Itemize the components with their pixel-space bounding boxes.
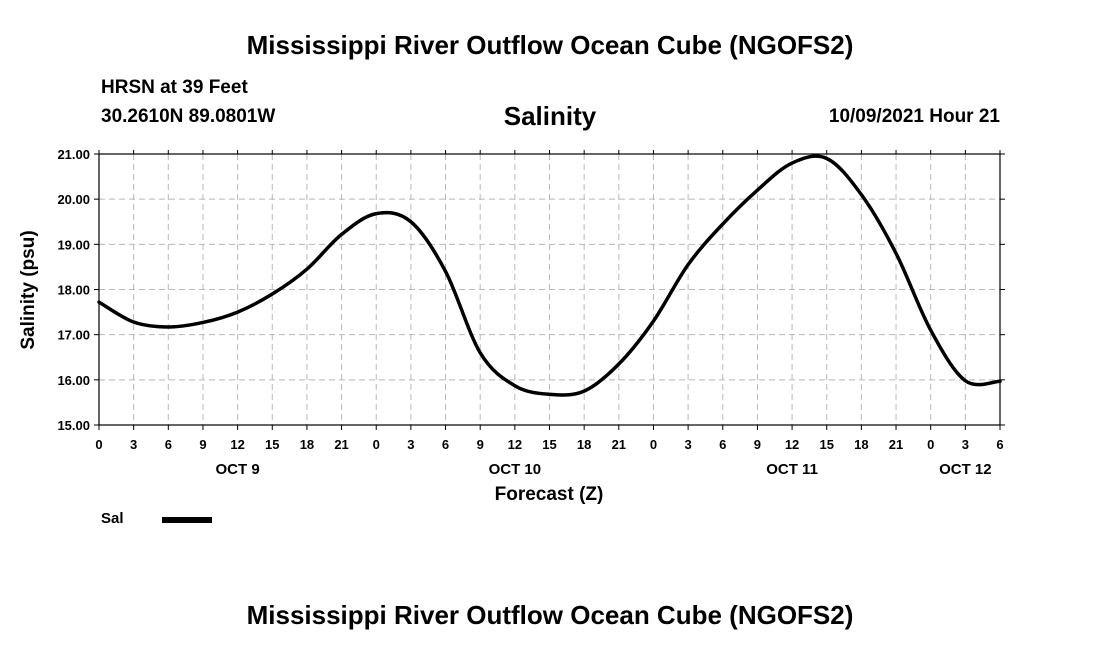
station-coordinates: 30.2610N 89.0801W — [101, 106, 276, 127]
chart-main-title: Mississippi River Outflow Ocean Cube (NG… — [246, 30, 854, 60]
x-tick-label: 21 — [612, 437, 626, 452]
x-tick-label: 3 — [407, 437, 414, 452]
tick-labels: 15.00 16.00 17.00 18.00 19.00 20.00 21.00 0 3 6 9 1… — [57, 147, 1003, 478]
x-tick-label: 3 — [962, 437, 969, 452]
chart-axes — [94, 150, 1005, 430]
x-tick-label: 6 — [719, 437, 726, 452]
y-tick-label: 21.00 — [57, 147, 90, 162]
x-tick-label: 0 — [373, 437, 380, 452]
y-tick-label: 16.00 — [57, 373, 90, 388]
y-tick-label: 15.00 — [57, 418, 90, 433]
y-tick-label: 19.00 — [57, 237, 90, 252]
x-tick-label: 15 — [265, 437, 279, 452]
x-tick-label: 21 — [334, 437, 348, 452]
x-tick-label: 0 — [927, 437, 934, 452]
x-tick-label: 21 — [889, 437, 903, 452]
y-tick-label: 18.00 — [57, 283, 90, 298]
x-tick-label: 6 — [165, 437, 172, 452]
y-tick-label: 20.00 — [57, 192, 90, 207]
x-tick-label: 0 — [95, 437, 102, 452]
legend-label: Sal — [101, 510, 124, 527]
x-tick-label: 9 — [199, 437, 206, 452]
x-tick-label: 18 — [854, 437, 868, 452]
x-axis-label: Forecast (Z) — [495, 484, 604, 505]
x-tick-label: 18 — [300, 437, 314, 452]
forecast-timestamp: 10/09/2021 Hour 21 — [828, 106, 1000, 127]
x-tick-label: 9 — [477, 437, 484, 452]
salinity-series-line — [97, 154, 1002, 397]
x-tick-label: 3 — [684, 437, 691, 452]
x-tick-label: 12 — [230, 437, 244, 452]
x-tick-label: 12 — [508, 437, 522, 452]
y-axis-label: Salinity (psu) — [18, 230, 39, 349]
station-label: HRSN at 39 Feet — [101, 77, 248, 98]
y-tick-label: 17.00 — [57, 328, 90, 343]
x-tick-label: 12 — [785, 437, 799, 452]
x-tick-label: 3 — [130, 437, 137, 452]
series-layer — [97, 154, 1002, 397]
x-tick-label: 15 — [819, 437, 833, 452]
chart-subtitle: Salinity — [503, 101, 597, 131]
x-tick-label: 18 — [577, 437, 591, 452]
footer-title: Mississippi River Outflow Ocean Cube (NG… — [246, 600, 854, 630]
x-tick-label: 9 — [754, 437, 761, 452]
legend-line-swatch — [162, 517, 212, 523]
x-tick-label: 6 — [442, 437, 449, 452]
x-tick-label: 6 — [996, 437, 1003, 452]
date-label: OCT 12 — [939, 461, 992, 478]
x-tick-label: 15 — [542, 437, 556, 452]
date-label: OCT 9 — [216, 461, 260, 478]
date-label: OCT 10 — [489, 461, 542, 478]
date-label: OCT 11 — [766, 461, 818, 478]
x-tick-label: 0 — [650, 437, 657, 452]
grid-lines — [99, 154, 1000, 425]
